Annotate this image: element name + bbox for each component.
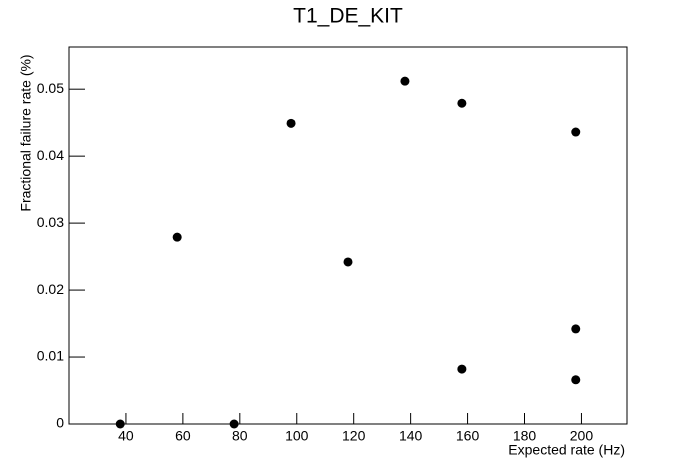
data-point xyxy=(229,419,239,429)
x-tick-label: 180 xyxy=(513,428,537,444)
x-tick-label: 100 xyxy=(285,428,309,444)
data-point xyxy=(571,127,581,137)
data-point xyxy=(400,76,410,86)
y-tick-label: 0.05 xyxy=(37,80,64,96)
x-tick-label: 200 xyxy=(570,428,594,444)
data-point xyxy=(286,118,296,128)
plot-frame xyxy=(68,46,628,425)
data-point xyxy=(457,364,467,374)
x-tick-label: 140 xyxy=(399,428,423,444)
x-tick-label: 80 xyxy=(232,428,248,444)
y-tick-label: 0 xyxy=(56,415,64,431)
x-tick-label: 60 xyxy=(175,428,191,444)
x-tick-label: 160 xyxy=(456,428,480,444)
data-point xyxy=(172,232,182,242)
x-axis-label: Expected rate (Hz) xyxy=(508,442,625,458)
y-axis-label: Fractional failure rate (%) xyxy=(18,54,34,211)
data-point xyxy=(343,257,353,267)
y-tick-label: 0.02 xyxy=(37,281,64,297)
y-tick-label: 0.03 xyxy=(37,214,64,230)
data-point xyxy=(457,98,467,108)
y-tick-label: 0.01 xyxy=(37,348,64,364)
data-point xyxy=(115,419,125,429)
y-tick-label: 0.04 xyxy=(37,147,64,163)
x-tick-label: 120 xyxy=(342,428,366,444)
data-point xyxy=(571,324,581,334)
chart-title: T1_DE_KIT xyxy=(293,5,403,28)
x-tick-label: 40 xyxy=(118,428,134,444)
data-point xyxy=(571,375,581,385)
